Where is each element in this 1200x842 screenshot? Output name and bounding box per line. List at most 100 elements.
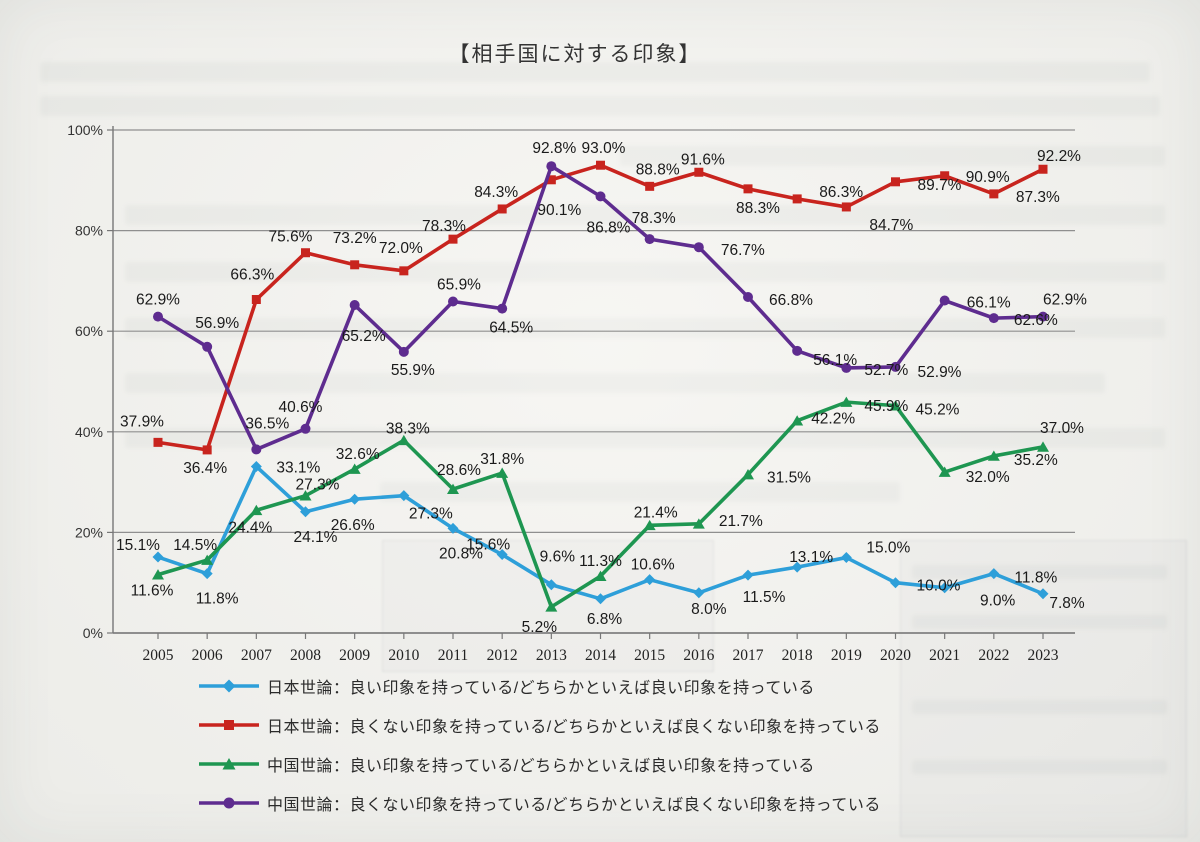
data-label: 56.9% <box>195 315 239 332</box>
data-label: 11.5% <box>743 589 786 606</box>
data-point-marker <box>250 461 262 473</box>
x-year-label: 2016 <box>683 647 714 664</box>
data-point-marker <box>692 518 705 529</box>
data-label: 45.9% <box>864 398 908 415</box>
data-point-marker <box>1038 164 1048 174</box>
series-china-negative: 62.9% 56.9% 36.5%40.6% 65.2% 55.9% 65.9% 64.5%… <box>136 140 1087 455</box>
y-tick-label: 80% <box>75 223 103 239</box>
data-label: 78.3% <box>422 218 466 235</box>
data-label: 11.8% <box>196 591 239 608</box>
data-label: 27.3% <box>409 506 453 523</box>
data-point-marker <box>153 437 163 447</box>
data-point-marker <box>791 415 804 426</box>
data-point-marker <box>251 295 261 305</box>
data-point-marker <box>791 561 803 573</box>
data-point-marker <box>251 444 262 455</box>
data-label: 20.8% <box>439 545 483 562</box>
legend-item-china-negative: 中国世論：良くない印象を持っている/どちらかといえば良くない印象を持っている <box>197 788 881 818</box>
data-label: 66.1% <box>967 295 1011 312</box>
data-point-marker <box>939 295 950 306</box>
data-point-marker <box>989 189 999 199</box>
data-label: 93.0% <box>582 140 626 157</box>
data-label: 62.6% <box>1014 312 1058 329</box>
data-label: 27.3% <box>296 477 340 494</box>
data-point-marker <box>301 248 311 258</box>
data-point-marker <box>546 161 557 172</box>
data-label: 75.6% <box>269 229 313 246</box>
data-point-marker <box>890 577 902 589</box>
data-point-marker <box>349 300 360 311</box>
legend-label: 中国世論：良い印象を持っている/どちらかといえば良い印象を持っている <box>267 758 815 775</box>
data-point-marker <box>546 175 556 185</box>
data-point-marker <box>1037 441 1050 452</box>
data-point-marker <box>938 466 951 477</box>
data-label: 78.3% <box>632 210 676 227</box>
data-label: 7.8% <box>1049 595 1085 612</box>
data-point-marker <box>299 490 312 501</box>
data-label: 86.8% <box>587 219 631 236</box>
data-point-marker <box>497 204 507 214</box>
data-point-marker <box>988 313 999 324</box>
data-label: 5.2% <box>522 619 558 636</box>
data-point-marker <box>595 191 606 202</box>
data-point-marker <box>841 362 852 373</box>
data-point-marker <box>350 260 360 270</box>
series-japan-negative: 37.9% 36.4% 66.3% 75.6% 73.2%72.0% 78.3% 84.3%… <box>120 140 1081 477</box>
data-point-marker <box>496 467 509 478</box>
line-diamond-marker-icon <box>199 679 259 693</box>
legend-item-japan-positive: 日本世論：良い印象を持っている/どちらかといえば良い印象を持っている <box>197 671 881 701</box>
data-label: 11.3% <box>579 553 622 570</box>
x-year-label: 2012 <box>487 647 518 664</box>
legend-item-japan-negative: 日本世論：良くない印象を持っている/どちらかといえば良くない印象を持っている <box>197 710 881 740</box>
data-label: 26.6% <box>331 517 375 534</box>
data-label: 92.8% <box>532 140 576 157</box>
data-label: 56.1% <box>813 352 857 369</box>
x-year-label: 2018 <box>782 647 813 664</box>
data-label: 9.0% <box>980 593 1016 610</box>
data-label: 55.9% <box>391 362 435 379</box>
data-point-marker <box>742 469 755 480</box>
data-label: 36.4% <box>183 460 227 477</box>
data-point-marker <box>792 345 803 356</box>
y-tick-label: 20% <box>75 524 103 540</box>
data-label: 52.7% <box>864 362 908 379</box>
x-year-label: 2007 <box>241 647 272 664</box>
legend-label: 中国世論：良くない印象を持っている/どちらかといえば良くない印象を持っている <box>267 797 881 814</box>
data-label: 21.4% <box>634 504 678 521</box>
data-point-marker <box>841 202 851 212</box>
data-point-marker <box>643 519 656 531</box>
data-point-marker <box>447 522 459 534</box>
x-year-label: 2013 <box>536 647 567 664</box>
data-label: 73.2% <box>333 230 377 247</box>
data-label: 89.7% <box>918 177 962 194</box>
data-point-marker <box>1037 588 1049 600</box>
data-label: 28.6% <box>437 462 481 479</box>
data-point-marker <box>743 291 754 302</box>
data-label: 66.8% <box>769 292 813 309</box>
data-point-marker <box>939 582 951 594</box>
data-label: 15.0% <box>866 540 910 557</box>
data-label: 90.9% <box>966 169 1010 186</box>
y-tick-label: 60% <box>75 323 103 339</box>
data-point-marker <box>596 160 606 170</box>
data-label: 90.1% <box>537 202 581 219</box>
legend-label: 日本世論：良い印象を持っている/どちらかといえば良い印象を持っている <box>267 680 815 697</box>
y-tick-label: 0% <box>83 625 103 641</box>
data-point-marker <box>152 551 164 563</box>
data-label: 62.9% <box>136 292 180 309</box>
data-label: 64.5% <box>489 320 533 337</box>
data-point-marker <box>840 552 852 564</box>
data-label: 15.6% <box>466 537 510 554</box>
data-point-marker <box>644 574 656 586</box>
data-label: 13.1% <box>789 549 833 566</box>
data-label: 15.1% <box>116 537 160 554</box>
x-year-label: 2006 <box>192 647 223 664</box>
data-label: 92.2% <box>1037 148 1081 165</box>
y-tick-label: 40% <box>75 424 103 440</box>
data-point-marker <box>742 569 754 581</box>
data-label: 35.2% <box>1014 452 1058 469</box>
x-year-label: 2011 <box>438 647 468 664</box>
data-point-marker <box>202 341 213 352</box>
